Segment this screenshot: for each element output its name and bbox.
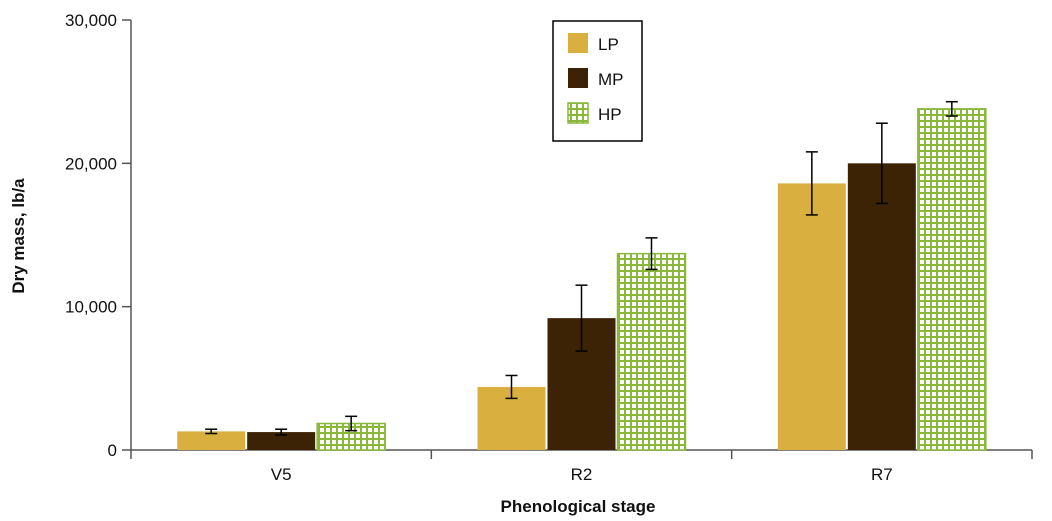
legend-label-mp: MP [598,70,624,89]
x-tick-label: R2 [571,465,593,484]
bars [177,108,987,451]
y-tick-label: 20,000 [65,154,117,173]
legend: LP MP HP [552,20,643,142]
bar-hp-r2 [616,252,687,451]
bar-lp-v5 [177,431,246,450]
bar-mp-r7 [847,163,916,451]
y-tick-label: 30,000 [65,11,117,30]
x-axis-title: Phenological stage [501,497,656,516]
tick-labels: 0 10,000 20,000 30,000 V5 R2 R7 [65,11,893,484]
y-tick-label: 10,000 [65,298,117,317]
legend-label-lp: LP [598,35,619,54]
x-tick-label: V5 [271,465,292,484]
y-tick-label: 0 [108,441,117,460]
legend-swatch-mp [568,68,588,88]
bar-mp-v5 [247,432,316,450]
y-axis-title: Dry mass, lb/a [9,178,28,294]
bar-lp-r7 [777,183,846,450]
legend-label-hp: HP [598,105,622,124]
error-bars [205,100,958,436]
legend-swatch-hp [567,102,589,124]
legend-swatch-lp [568,33,588,53]
bar-hp-r7 [917,108,987,451]
x-tick-label: R7 [871,465,893,484]
